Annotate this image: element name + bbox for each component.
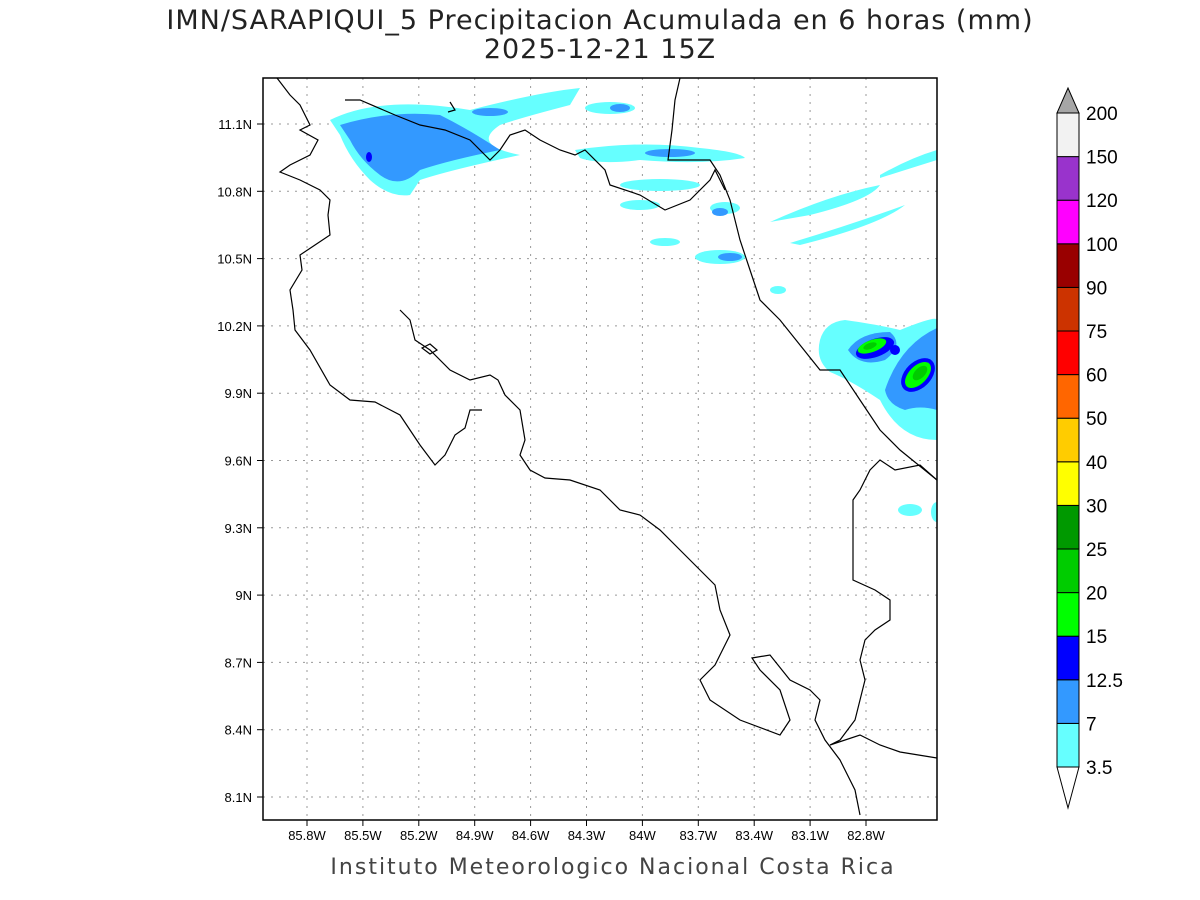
colorbar-label: 3.5 [1086,758,1112,779]
colorbar-label: 25 [1086,540,1107,561]
lat-tick-label: 10.5N [217,252,252,267]
colorbar-legend: 3.5 7 12.5 15 20 25 30 40 50 60 75 90 100 120 150 200 [1056,86,1123,810]
lon-tick-label: 85.8W [288,828,326,843]
lon-tick-label: 83.7W [680,828,718,843]
colorbar-swatch [1056,592,1080,637]
map-subtitle: 2025-12-21 15Z [483,34,717,65]
colorbar-swatch [1056,504,1080,550]
lat-tick-label: 9.3N [225,521,252,536]
lon-tick-label: 85.5W [344,828,382,843]
map-title: IMN/SARAPIQUI_5 Precipitacion Acumulada … [166,5,1034,36]
colorbar-over-triangle [1056,86,1080,114]
lat-tick-label: 8.1N [225,790,252,805]
lon-tick-label: 85.2W [400,828,438,843]
longitude-ticks: 85.8W 85.5W 85.2W 84.9W 84.6W 84.3W 84W 83.7W 83… [288,820,886,843]
colorbar-label: 7 [1086,714,1097,735]
credit-text: Instituto Meteorologico Nacional Costa R… [330,855,896,880]
lon-tick-label: 84.3W [568,828,606,843]
colorbar-label: 30 [1086,496,1107,517]
precipitation-field [330,88,937,522]
colorbar-swatch [1056,548,1080,594]
colorbar-label: 200 [1086,104,1118,125]
colorbar-label: 50 [1086,409,1107,430]
coastlines [276,78,937,816]
lon-tick-label: 84W [629,828,656,843]
lat-tick-label: 10.2N [217,319,252,334]
lon-tick-label: 84.6W [512,828,550,843]
colorbar-swatch [1056,112,1080,158]
colorbar-label: 15 [1086,627,1107,648]
colorbar-under-triangle [1056,766,1080,810]
lat-tick-label: 11.1N [218,117,252,132]
lat-tick-label: 10.8N [217,184,252,199]
colorbar-label: 20 [1086,584,1107,605]
colorbar-swatch [1056,199,1080,245]
colorbar-label: 60 [1086,366,1107,387]
lat-tick-label: 8.4N [225,723,252,738]
map-frame [262,77,938,821]
lon-tick-label: 83.4W [735,828,773,843]
lat-tick-label: 9N [235,588,252,603]
colorbar-label: 12.5 [1086,671,1123,692]
colorbar-label: 100 [1086,235,1118,256]
lat-tick-label: 8.7N [225,655,252,670]
colorbar-label: 150 [1086,148,1118,169]
colorbar-swatch [1056,722,1080,768]
colorbar-swatch [1056,286,1080,332]
lon-tick-label: 82.8W [847,828,885,843]
lon-tick-label: 83.1W [791,828,829,843]
colorbar-swatch [1056,330,1080,376]
grid-lines [263,78,937,820]
colorbar-swatch [1056,374,1080,419]
colorbar-label: 75 [1086,322,1107,343]
lon-tick-label: 84.9W [456,828,494,843]
lat-tick-label: 9.6N [225,454,252,469]
colorbar-label: 120 [1086,191,1118,212]
latitude-ticks: 11.1N 10.8N 10.5N 10.2N 9.9N 9.6N 9.3N 9N 8.7N 8.… [217,117,263,805]
lat-tick-label: 9.9N [225,386,252,401]
colorbar-swatch [1056,461,1080,506]
colorbar-swatch [1056,417,1080,463]
colorbar-swatch [1056,243,1080,288]
colorbar-swatch [1056,156,1080,201]
colorbar-swatch [1056,635,1080,681]
colorbar-swatch [1056,679,1080,724]
colorbar-label: 90 [1086,278,1107,299]
colorbar-label: 40 [1086,453,1107,474]
